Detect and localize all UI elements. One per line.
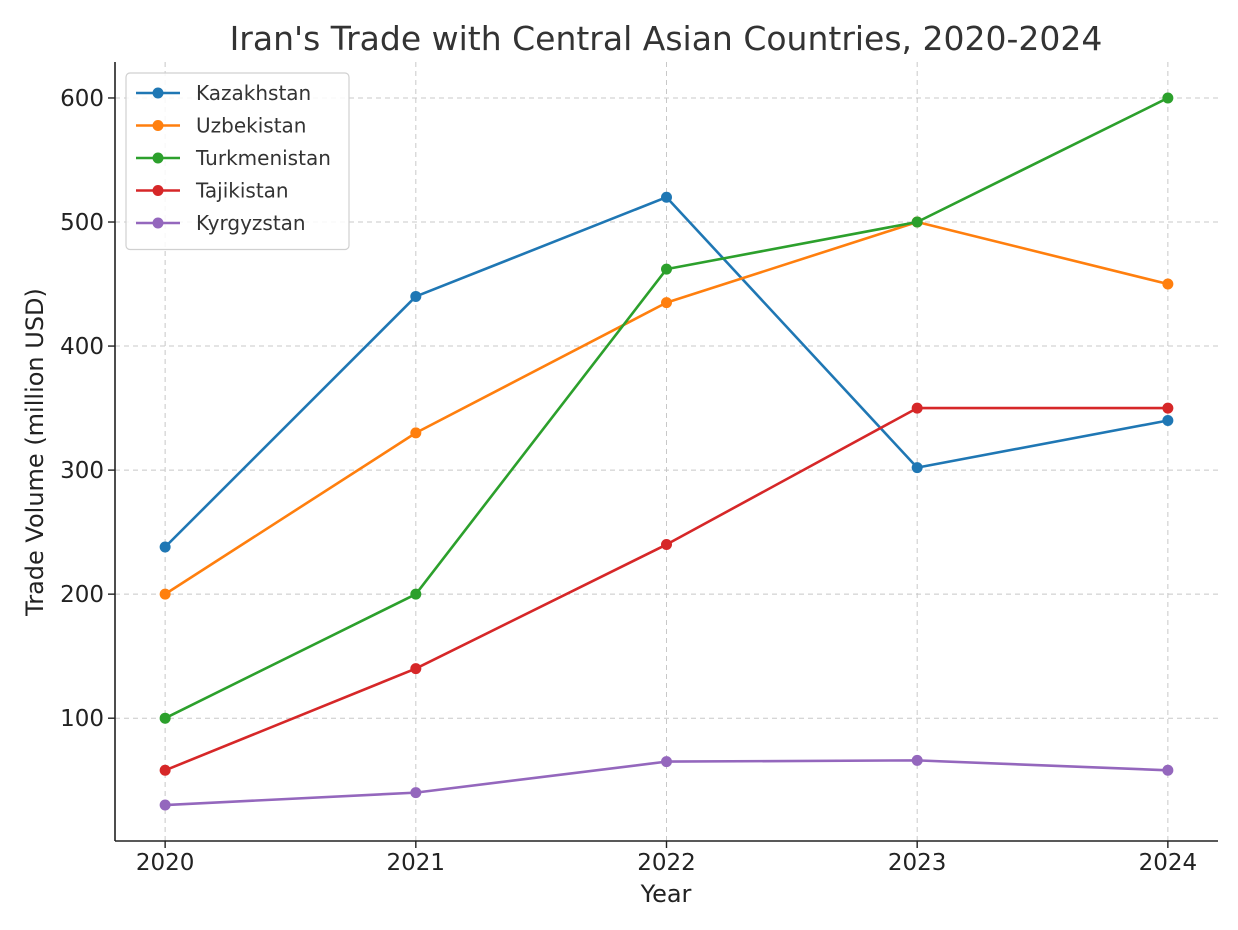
data-point-kazakhstan-2021: [410, 290, 422, 302]
y-tick-label: 300: [60, 458, 104, 484]
series-kyrgyzstan: [159, 754, 1174, 811]
data-point-kazakhstan-2024: [1162, 414, 1174, 426]
series-turkmenistan: [159, 92, 1174, 724]
y-tick-label: 600: [60, 86, 104, 112]
x-tick-label: 2021: [387, 850, 446, 876]
y-tick-label: 500: [60, 210, 104, 236]
legend-label: Turkmenistan: [195, 146, 331, 170]
data-point-turkmenistan-2020: [159, 712, 171, 724]
series-lines: [159, 92, 1174, 811]
y-tick-label: 200: [60, 582, 104, 608]
legend-item-kyrgyzstan: Kyrgyzstan: [136, 211, 306, 235]
data-point-kazakhstan-2022: [661, 191, 672, 203]
legend-item-uzbekistan: Uzbekistan: [136, 114, 306, 138]
data-point-tajikistan-2020: [159, 764, 171, 776]
data-point-kazakhstan-2020: [159, 541, 171, 553]
data-point-uzbekistan-2021: [410, 427, 422, 439]
legend-item-turkmenistan: Turkmenistan: [136, 146, 331, 170]
data-point-turkmenistan-2024: [1162, 92, 1174, 104]
data-point-turkmenistan-2022: [661, 263, 672, 275]
legend: Kazakhstan Uzbekistan Turkmenistan Tajikist…: [125, 72, 350, 251]
y-axis-label: Trade Volume (million USD): [21, 288, 49, 617]
legend-swatch-marker: [152, 120, 164, 131]
series-kazakhstan: [159, 191, 1174, 553]
x-tick-label: 2022: [637, 850, 696, 876]
data-point-uzbekistan-2022: [661, 297, 672, 309]
chart-title: Iran's Trade with Central Asian Countrie…: [230, 19, 1103, 58]
data-point-uzbekistan-2020: [159, 588, 171, 600]
data-point-tajikistan-2021: [410, 663, 422, 675]
data-point-turkmenistan-2021: [410, 588, 422, 600]
legend-item-kazakhstan: Kazakhstan: [136, 81, 311, 105]
data-point-tajikistan-2022: [661, 539, 672, 551]
y-tick-label: 100: [60, 706, 104, 732]
x-tick-label: 2023: [888, 850, 947, 876]
legend-label: Uzbekistan: [196, 114, 306, 138]
data-point-kyrgyzstan-2020: [159, 799, 171, 811]
axes: 2020 2021 2022 2023 2024 100 200 300 400 500 600: [60, 62, 1218, 876]
legend-label: Kyrgyzstan: [196, 211, 306, 235]
legend-label: Kazakhstan: [196, 81, 311, 105]
legend-box: [125, 72, 350, 251]
series-tajikistan: [159, 402, 1174, 776]
legend-swatch-marker: [152, 217, 164, 229]
data-point-tajikistan-2023: [911, 402, 923, 414]
legend-label: Tajikistan: [195, 179, 289, 203]
x-axis-label: Year: [640, 880, 692, 908]
data-point-kyrgyzstan-2024: [1162, 764, 1174, 776]
data-point-tajikistan-2024: [1162, 402, 1174, 414]
legend-item-tajikistan: Tajikistan: [136, 179, 289, 203]
legend-swatch-marker: [152, 185, 164, 196]
data-point-kyrgyzstan-2021: [410, 787, 422, 799]
y-tick-label: 400: [60, 334, 104, 360]
x-tick-label: 2024: [1139, 850, 1198, 876]
legend-swatch-marker: [152, 87, 164, 99]
data-point-kyrgyzstan-2022: [661, 756, 672, 768]
x-tick-label: 2020: [136, 850, 195, 876]
data-point-turkmenistan-2023: [911, 216, 923, 228]
data-point-uzbekistan-2024: [1162, 278, 1174, 290]
data-point-kazakhstan-2023: [911, 462, 923, 474]
legend-swatch-marker: [152, 152, 164, 164]
data-point-kyrgyzstan-2023: [911, 754, 923, 766]
